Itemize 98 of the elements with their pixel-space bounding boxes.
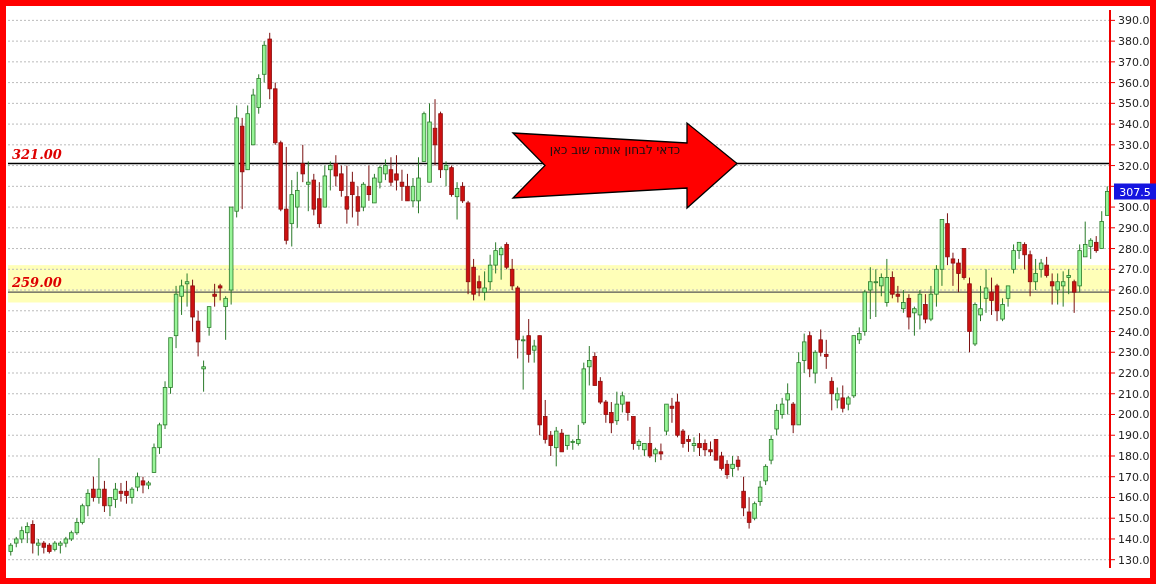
candlestick bbox=[1049, 272, 1055, 306]
candlestick bbox=[195, 310, 201, 357]
candlestick bbox=[746, 496, 752, 530]
candlestick bbox=[901, 289, 906, 314]
y-tick-label: 300.0 bbox=[1118, 201, 1150, 215]
candlestick bbox=[366, 165, 372, 202]
candlestick bbox=[1005, 285, 1011, 308]
y-tick-label: 390.0 bbox=[1118, 14, 1150, 28]
y-tick-label: 340.0 bbox=[1118, 118, 1150, 132]
candlestick bbox=[647, 426, 653, 459]
candlestick bbox=[752, 501, 757, 521]
candlestick bbox=[801, 333, 807, 374]
candlestick bbox=[520, 335, 526, 391]
y-tick-label: 330.0 bbox=[1118, 138, 1150, 152]
candlestick bbox=[906, 293, 912, 330]
candlestick bbox=[355, 185, 361, 227]
candlestick bbox=[344, 165, 350, 225]
candlestick bbox=[691, 436, 697, 453]
y-tick-label: 160.0 bbox=[1118, 491, 1150, 505]
ref-line-label: 259.00 bbox=[11, 275, 62, 291]
y-tick-label: 170.0 bbox=[1118, 470, 1150, 484]
candlestick bbox=[212, 283, 217, 308]
candlestick bbox=[1000, 297, 1005, 322]
y-tick-label: 140.0 bbox=[1118, 532, 1150, 546]
y-tick-label: 290.0 bbox=[1118, 221, 1150, 235]
candlestick bbox=[735, 455, 741, 472]
y-tick-label: 220.0 bbox=[1118, 367, 1150, 381]
candlestick bbox=[223, 295, 228, 341]
candlestick bbox=[206, 306, 212, 337]
candlestick bbox=[482, 270, 487, 301]
candlestick bbox=[454, 181, 460, 221]
candlestick bbox=[306, 160, 311, 212]
candlestick bbox=[350, 171, 355, 218]
y-tick-label: 360.0 bbox=[1118, 76, 1150, 90]
candlestick bbox=[328, 160, 333, 191]
y-tick-label: 240.0 bbox=[1118, 325, 1150, 339]
candlestick bbox=[1105, 185, 1110, 216]
candlestick bbox=[785, 382, 790, 415]
candlestick bbox=[658, 443, 664, 461]
candlestick bbox=[135, 472, 140, 492]
y-tick-label: 210.0 bbox=[1118, 387, 1150, 401]
candlestick bbox=[504, 241, 509, 270]
y-tick-label: 320.0 bbox=[1118, 159, 1150, 173]
candlestick bbox=[1033, 258, 1038, 291]
candlestick bbox=[840, 384, 845, 413]
candlestick bbox=[923, 293, 928, 324]
candlestick bbox=[824, 339, 829, 370]
candlestick bbox=[818, 328, 823, 357]
y-tick-label: 350.0 bbox=[1118, 97, 1150, 111]
y-tick-label: 200.0 bbox=[1118, 408, 1150, 422]
candlestick bbox=[741, 476, 746, 517]
candlestick bbox=[1044, 256, 1049, 279]
candlestick bbox=[829, 376, 834, 411]
candlestick bbox=[763, 463, 768, 486]
candlestick bbox=[526, 318, 531, 364]
y-tick-label: 130.0 bbox=[1118, 553, 1150, 567]
candlestick bbox=[813, 349, 818, 384]
candlestick bbox=[201, 360, 206, 393]
candlestick bbox=[625, 401, 631, 422]
candlestick bbox=[140, 476, 146, 494]
candlestick bbox=[1038, 258, 1044, 279]
candlestick bbox=[129, 486, 135, 505]
candlestick bbox=[835, 387, 840, 409]
candlestick bbox=[587, 345, 592, 386]
candlestick bbox=[730, 455, 735, 478]
candlestick bbox=[1071, 279, 1077, 314]
candlestick bbox=[300, 144, 305, 183]
candlestick bbox=[217, 283, 223, 301]
candlestick bbox=[757, 480, 763, 507]
candlestick bbox=[443, 160, 449, 187]
y-tick-label: 180.0 bbox=[1118, 449, 1150, 463]
candlestick bbox=[1066, 268, 1071, 295]
y-tick-label: 280.0 bbox=[1118, 242, 1150, 256]
y-tick-label: 150.0 bbox=[1118, 512, 1150, 526]
y-tick-label: 270.0 bbox=[1118, 263, 1150, 277]
candlestick bbox=[559, 428, 564, 453]
ref-line-label: 321.00 bbox=[12, 146, 62, 162]
y-tick-label: 370.0 bbox=[1118, 55, 1150, 69]
text: 307.5 bbox=[1119, 185, 1151, 199]
y-tick-label: 190.0 bbox=[1118, 429, 1150, 443]
candlestick bbox=[768, 434, 774, 465]
candlestick bbox=[554, 426, 559, 467]
candlestick bbox=[96, 457, 102, 505]
candlestick bbox=[102, 480, 107, 513]
annotation: כדאי לבחון אותה שוב כאן bbox=[548, 142, 682, 158]
candlestick bbox=[509, 258, 515, 291]
candlestick bbox=[790, 401, 796, 434]
candlestick bbox=[531, 339, 537, 364]
candlestick bbox=[91, 476, 96, 503]
y-tick-label: 260.0 bbox=[1118, 284, 1150, 298]
y-tick-label: 380.0 bbox=[1118, 35, 1150, 49]
candlestick bbox=[460, 181, 465, 204]
candlestick bbox=[30, 519, 36, 554]
candlestick bbox=[983, 268, 989, 314]
candlestick bbox=[184, 272, 190, 308]
y-tick-label: 250.0 bbox=[1118, 304, 1150, 318]
y-tick-label: 230.0 bbox=[1118, 346, 1150, 360]
candlestick bbox=[361, 181, 366, 212]
